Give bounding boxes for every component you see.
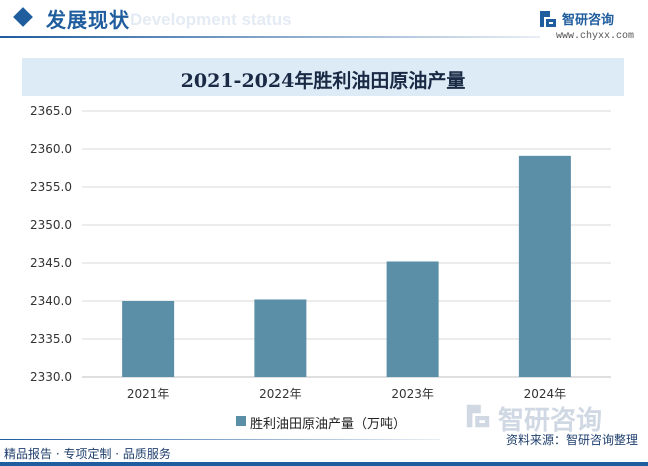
y-tick-label: 2330.0	[30, 370, 72, 384]
watermark-logo-text: 智研咨询	[498, 406, 603, 436]
legend: 胜利油田原油产量（万吨）	[0, 412, 648, 432]
y-tick-label: 2335.0	[30, 332, 72, 346]
header-rule	[0, 36, 540, 38]
x-tick-label: 2023年	[391, 387, 434, 401]
watermark-logo: 智研咨询	[464, 400, 640, 436]
brand-url: www.chyxx.com	[555, 31, 634, 42]
x-tick-label: 2022年	[259, 387, 302, 401]
y-tick-label: 2360.0	[30, 142, 72, 156]
brand: 智研咨询 www.chyxx.com	[538, 6, 634, 42]
bar-2021年	[122, 301, 175, 377]
bar-2022年	[254, 299, 307, 377]
brand-logo-icon	[540, 11, 556, 27]
section-title: 发展现状	[46, 8, 130, 32]
x-tick-label: 2024年	[524, 387, 567, 401]
y-tick-label: 2355.0	[30, 180, 72, 194]
bar-2024年	[518, 155, 571, 377]
chart-title: 2021-2024年胜利油田原油产量	[180, 70, 466, 92]
bar-2023年	[386, 261, 439, 377]
watermark-logo-icon	[466, 404, 490, 428]
y-tick-label: 2345.0	[30, 256, 72, 270]
footer-services: 精品报告 · 专项定制 · 品质服务	[4, 447, 171, 461]
legend-swatch	[236, 416, 246, 426]
brand-name: 智研咨询	[562, 13, 615, 28]
section-header: 发展现状 Development status 智研咨询 www.chyxx.c…	[0, 0, 648, 44]
footer-rule	[0, 439, 440, 440]
y-tick-label: 2350.0	[30, 218, 72, 232]
legend-label: 胜利油田原油产量（万吨）	[250, 417, 407, 432]
footer-band	[0, 462, 648, 466]
x-tick-label: 2021年	[127, 387, 170, 401]
y-tick-label: 2340.0	[30, 294, 72, 308]
section-subtitle: Development status	[130, 10, 292, 29]
source-note: 资料来源：智研咨询整理	[505, 433, 638, 447]
y-tick-label: 2365.0	[30, 104, 72, 118]
chart-title-band: 2021-2024年胜利油田原油产量	[22, 58, 624, 96]
